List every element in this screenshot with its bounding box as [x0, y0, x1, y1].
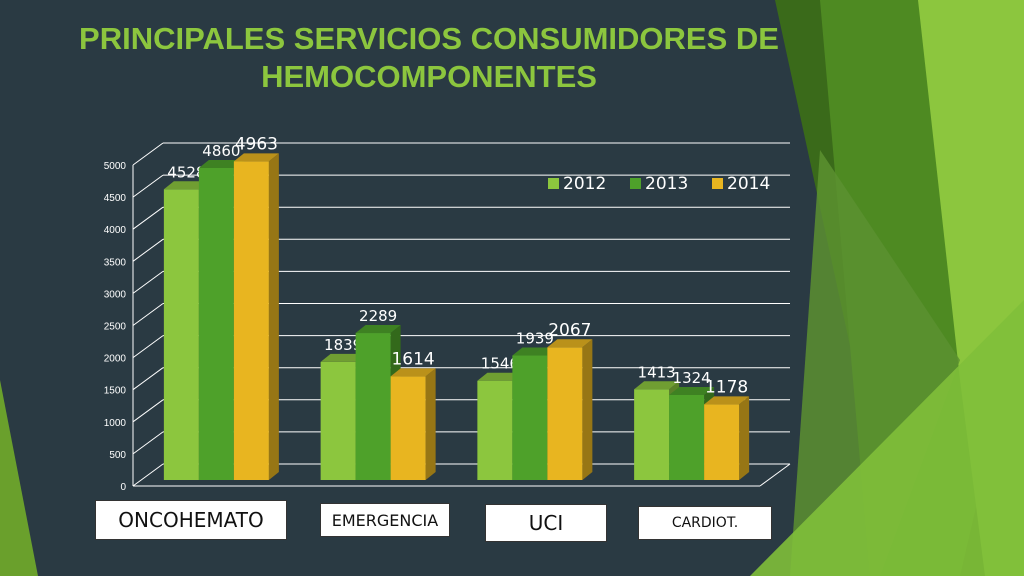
left-accent-shape — [0, 380, 38, 576]
bar-top — [669, 386, 715, 395]
data-label: 1839 — [324, 336, 362, 354]
data-label: 1324 — [673, 369, 711, 387]
category-label-emergencia: EMERGENCIA — [320, 503, 450, 537]
legend-swatch — [630, 178, 641, 189]
y-tick-label: 4000 — [104, 225, 127, 236]
bar — [704, 404, 740, 480]
gridline-depth — [132, 367, 164, 391]
right-decor-shape-bottom — [750, 300, 1024, 576]
bar — [320, 361, 356, 480]
bar — [547, 347, 583, 480]
category-label-uci: UCI — [485, 504, 607, 542]
bar-top — [163, 181, 209, 190]
gridline-depth — [132, 270, 164, 294]
gridline-depth — [132, 142, 164, 166]
chart-title-line-1: PRINCIPALES SERVICIOS CONSUMIDORES DE — [79, 21, 779, 56]
category-label-cardiot: CARDIOT. — [638, 506, 772, 540]
y-tick-label: 2000 — [104, 354, 127, 365]
bar — [634, 389, 670, 480]
y-tick-label: 5000 — [104, 161, 127, 172]
data-label: 2067 — [548, 320, 591, 340]
data-label: 2289 — [359, 307, 397, 325]
gridline-depth — [132, 399, 164, 423]
bar — [390, 376, 426, 480]
legend-label: 2014 — [727, 174, 770, 194]
y-tick-label: 4500 — [104, 193, 127, 204]
bar-top — [355, 325, 401, 334]
data-label: 4963 — [235, 134, 278, 154]
bar-top — [390, 368, 436, 377]
y-tick-label: 0 — [120, 482, 126, 493]
y-tick-label: 1000 — [104, 418, 127, 429]
gridline-depth — [132, 431, 164, 455]
data-label: 1939 — [516, 330, 554, 348]
gridline-depth — [132, 463, 164, 487]
data-label: 1546 — [481, 355, 519, 373]
bar-top — [233, 153, 279, 162]
bar — [669, 394, 705, 480]
y-tick-label: 3000 — [104, 289, 127, 300]
gridline-depth — [132, 206, 164, 230]
bar-top — [198, 159, 244, 168]
bar — [233, 161, 269, 480]
bar — [355, 333, 391, 480]
bar — [198, 167, 234, 480]
chart-title-line-2: HEMOCOMPONENTES — [261, 59, 597, 94]
bar-top — [704, 396, 750, 405]
data-label: 1178 — [705, 377, 748, 397]
legend-label: 2012 — [563, 174, 606, 194]
y-tick-label: 500 — [109, 450, 126, 461]
bar — [477, 380, 513, 480]
bar-top — [477, 372, 523, 381]
bar — [512, 355, 548, 480]
bar-side — [739, 396, 750, 480]
data-label: 1413 — [638, 363, 676, 381]
bar-top — [634, 381, 680, 390]
data-label: 1614 — [391, 349, 434, 369]
floor-edge — [759, 463, 791, 487]
data-label: 4860 — [202, 142, 240, 160]
y-tick-label: 1500 — [104, 386, 127, 397]
bar — [163, 189, 199, 480]
bar-top — [320, 353, 366, 362]
y-tick-label: 3500 — [104, 257, 127, 268]
bar-side — [268, 153, 279, 480]
bar-top — [512, 347, 558, 356]
gridline-depth — [132, 238, 164, 262]
legend-label: 2013 — [645, 174, 688, 194]
legend-swatch — [712, 178, 723, 189]
gridline-depth — [132, 303, 164, 326]
bar-side — [582, 339, 593, 480]
legend-swatch — [548, 178, 559, 189]
gridline-depth — [132, 335, 164, 359]
category-label-oncohemato: ONCOHEMATO — [95, 500, 287, 540]
bar-top — [547, 339, 593, 348]
gridline-depth — [132, 174, 164, 198]
bar-side — [425, 368, 436, 480]
y-tick-label: 2500 — [104, 322, 127, 333]
data-label: 4528 — [167, 163, 205, 181]
